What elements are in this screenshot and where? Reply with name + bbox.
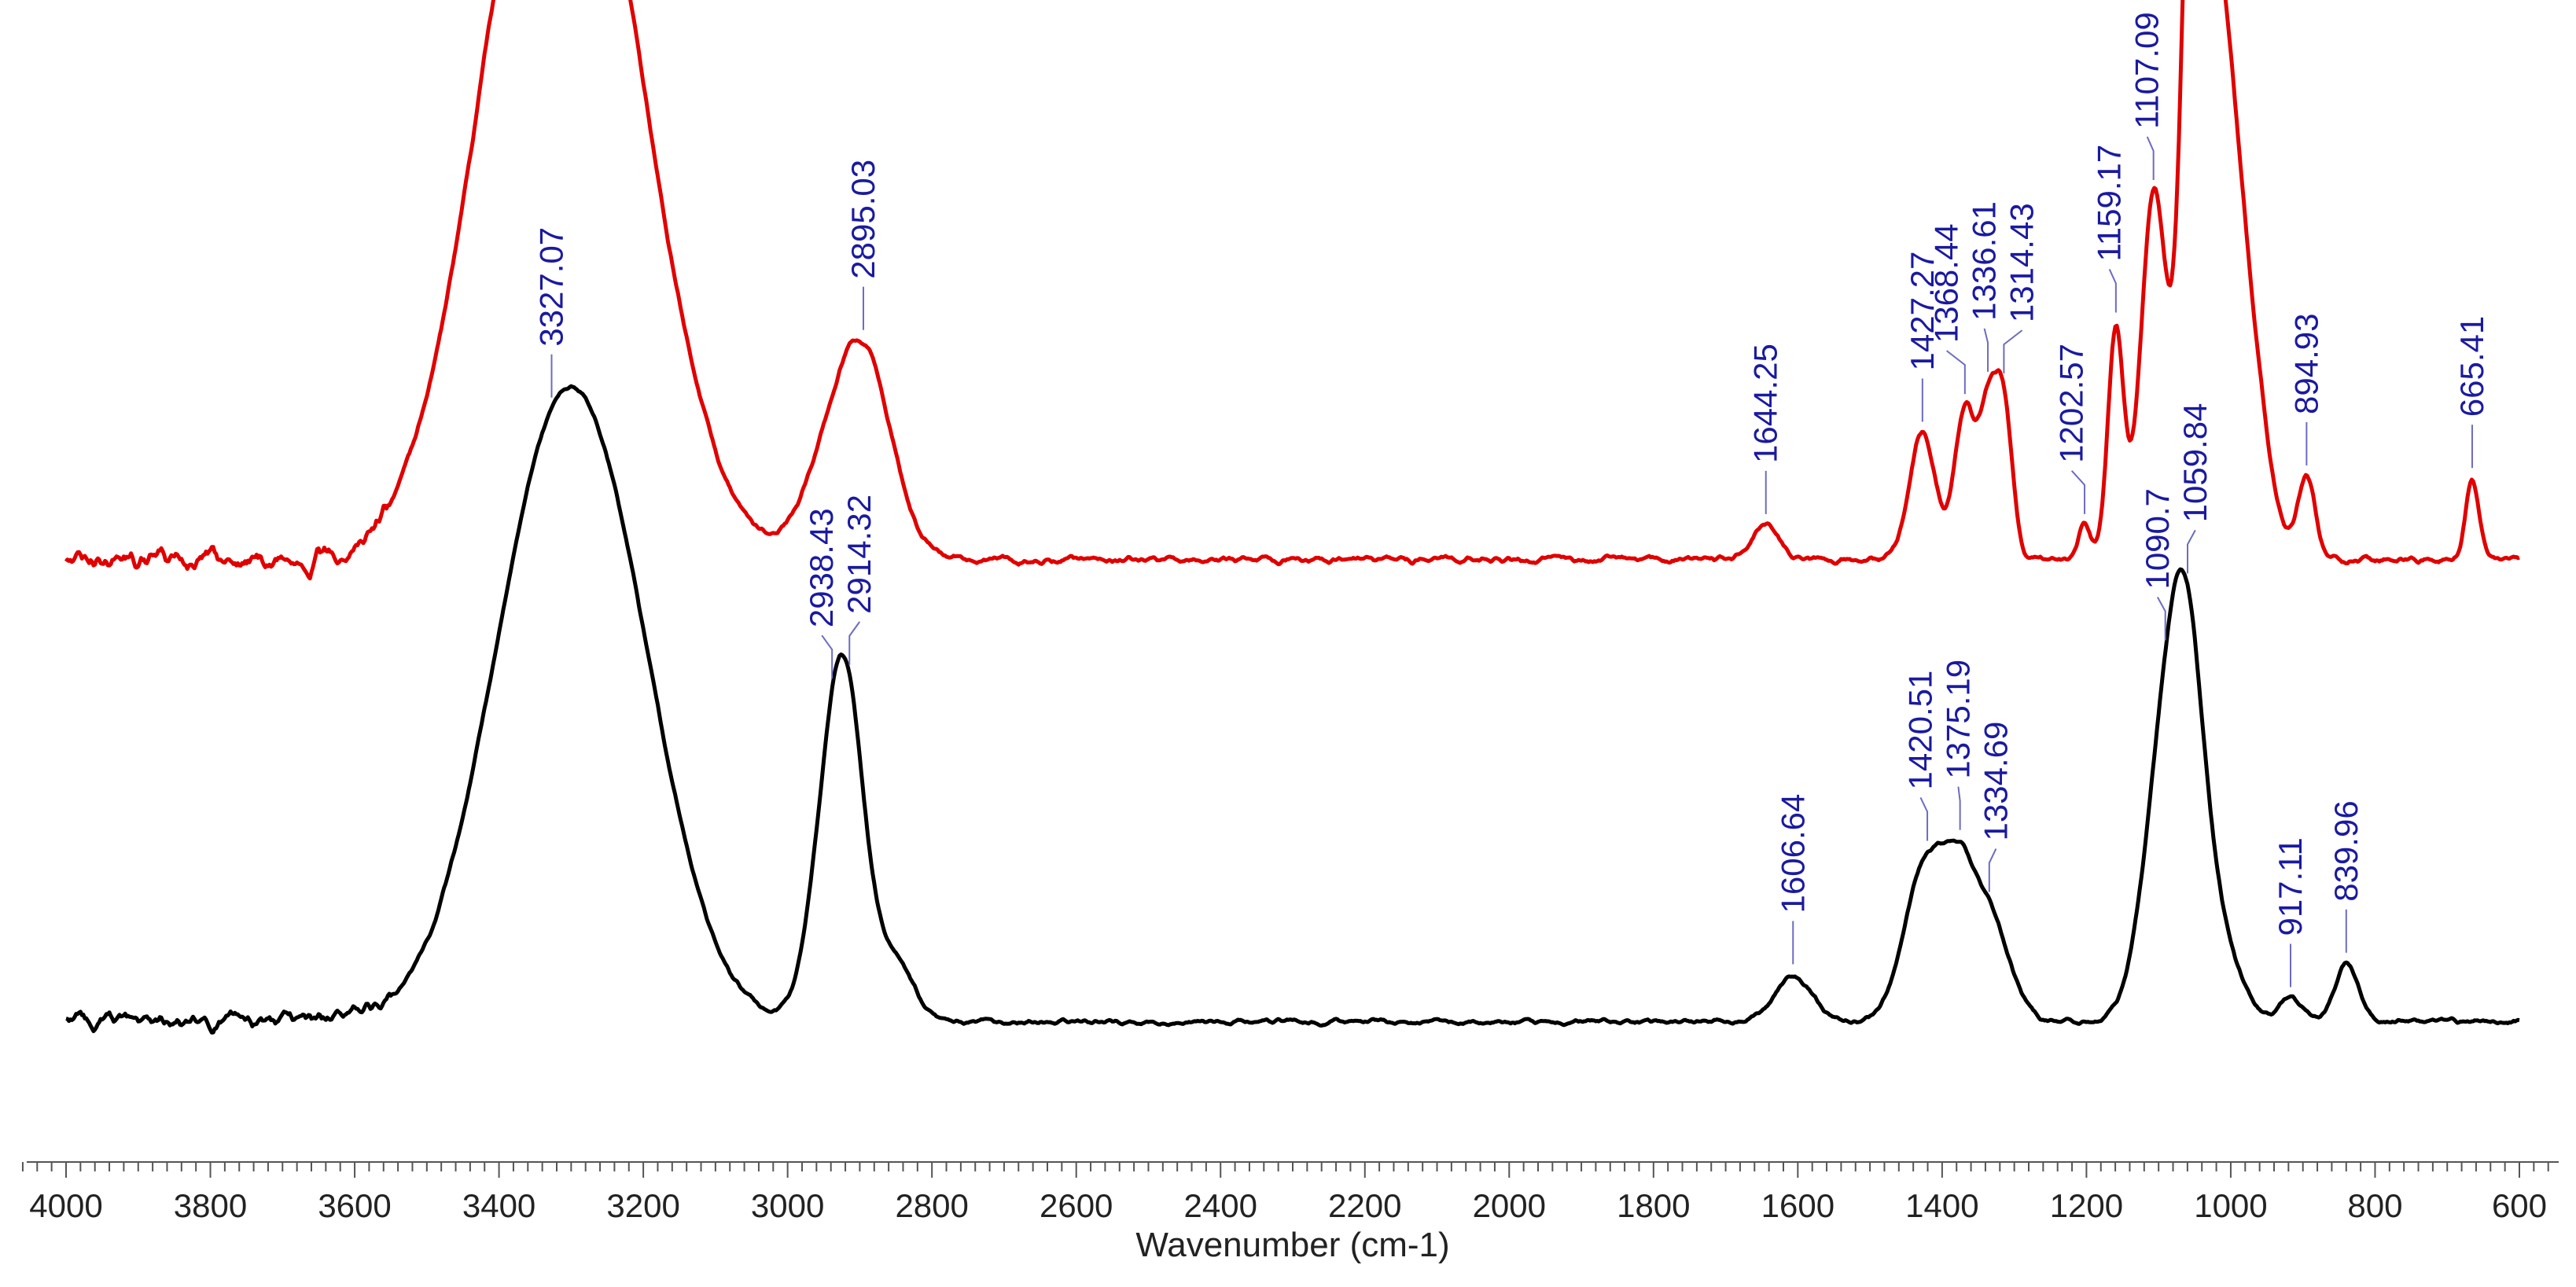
x-tick-label: 3200 [606,1187,679,1224]
peak-label: 1059.84 [2177,403,2214,523]
peak-marker: 1375.19 [1939,660,1976,830]
peak-marker: 1202.57 [2053,344,2090,514]
peak-marker: 1427.27 [1904,252,1941,422]
peak-marker: 2938.43 [803,508,840,679]
peak-marker: 1059.84 [2177,403,2214,574]
peak-label: 1420.51 [1901,671,1938,790]
peak-leader-line [1983,328,1989,372]
peak-leader-line [1919,797,1929,841]
series-line-1 [65,384,2520,1035]
peak-label: 1107.09 [2129,12,2166,129]
peak-label: 2895.03 [845,160,881,279]
x-tick-label: 1600 [1761,1187,1834,1224]
peak-leader-line [2156,597,2166,641]
x-tick-label: 600 [2492,1187,2547,1224]
x-tick-label: 2600 [1040,1187,1113,1224]
peak-label: 1606.64 [1774,794,1811,914]
peak-label: 839.96 [2328,800,2364,901]
peak-leader-line [1946,350,1966,395]
peak-marker: 1334.69 [1977,722,2014,892]
peak-leader-line [848,621,861,665]
peak-marker: 1336.61 [1966,201,2003,372]
x-tick-label: 2200 [1328,1187,1401,1224]
peak-leader-line [2187,529,2196,574]
x-tick-label: 4000 [29,1187,102,1224]
x-axis-title: Wavenumber (cm-1) [1135,1226,1449,1264]
peak-label: 1336.61 [1966,201,2003,321]
peak-leader-line [1988,848,1997,892]
x-tick-label: 1800 [1617,1187,1690,1224]
x-axis: 4000 3800 3600 3400 3200 3000 2800 2600 2400 2200… [21,1161,2559,1224]
peak-label: 1159.17 [2091,145,2128,262]
peak-marker: 1314.43 [2003,203,2041,374]
peak-leader-line [2003,329,2023,374]
peak-label: 2938.43 [803,508,840,627]
peak-labels: 3338.642895.031644.251427.271368.441336.… [533,12,2490,987]
peak-leader-line [2108,269,2117,313]
peak-label: 1368.44 [1928,223,1965,343]
peak-label: 917.11 [2272,837,2309,936]
peak-leader-line [1957,786,1961,830]
peak-marker: 1420.51 [1901,671,1938,841]
peak-label: 1314.43 [2004,203,2041,322]
x-tick-label: 3600 [318,1187,391,1224]
peak-label: 2914.32 [841,495,878,614]
peak-label: 1375.19 [1939,660,1976,779]
peak-marker: 1644.25 [1747,344,1784,514]
peak-label: 1202.57 [2053,344,2090,463]
x-tick-label: 1200 [2050,1187,2123,1224]
peak-label: 1644.25 [1747,344,1784,463]
peak-marker: 1107.09 [2129,12,2166,180]
peak-marker: 1368.44 [1928,223,1966,395]
peak-label: 1334.69 [1977,722,2014,841]
x-tick-label: 2800 [895,1187,968,1224]
peak-label: 1427.27 [1904,252,1941,371]
x-tick-label: 3800 [174,1187,247,1224]
peak-marker: 839.96 [2328,800,2364,953]
peak-marker: 1159.17 [2091,145,2128,313]
series-group [64,0,2520,1035]
peak-marker: 1090.7 [2139,488,2176,641]
peak-marker: 3327.07 [533,227,570,398]
peak-marker: 665.41 [2453,316,2490,469]
peak-label: 1090.7 [2139,488,2176,589]
series-line-0 [64,0,2520,581]
x-tick-label: 800 [2347,1187,2402,1224]
x-tick-label: 1400 [1905,1187,1978,1224]
peak-label: 665.41 [2453,316,2490,417]
x-tick-label: 2000 [1473,1187,1546,1224]
peak-marker: 1606.64 [1774,794,1811,965]
peak-marker: 917.11 [2272,837,2309,987]
peak-label: 3327.07 [533,227,570,347]
peak-marker: 2914.32 [841,495,878,665]
peak-marker: 2895.03 [845,160,881,330]
x-tick-label: 1000 [2194,1187,2267,1224]
peak-label: 894.93 [2287,314,2324,414]
peak-leader-line [2146,136,2155,180]
peak-marker: 894.93 [2287,314,2324,465]
x-tick-label: 2400 [1184,1187,1257,1224]
x-tick-label: 3000 [751,1187,824,1224]
peak-leader-line [821,634,834,679]
peak-leader-line [2070,470,2086,514]
x-tick-label: 3400 [462,1187,535,1224]
